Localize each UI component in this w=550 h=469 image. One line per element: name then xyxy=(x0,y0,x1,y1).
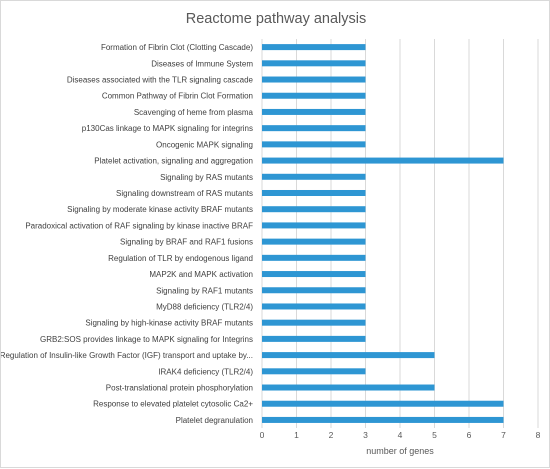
category-label: IRAK4 deficiency (TLR2/4) xyxy=(158,367,253,376)
bar xyxy=(262,173,366,180)
bar xyxy=(262,125,366,132)
x-tick-label: 3 xyxy=(363,430,368,440)
category-label: p130Cas linkage to MAPK signaling for in… xyxy=(82,124,253,133)
x-tick-labels: 0 1 2 3 4 5 6 7 8 xyxy=(260,430,541,440)
x-tick-label: 1 xyxy=(294,430,299,440)
bar xyxy=(262,319,366,326)
bar xyxy=(262,384,435,391)
x-tick-label: 8 xyxy=(536,430,541,440)
x-axis-title: number of genes xyxy=(366,446,434,456)
category-label: Response to elevated platelet cytosolic … xyxy=(93,400,253,409)
x-tick-label: 4 xyxy=(398,430,403,440)
bars xyxy=(262,44,504,423)
bar xyxy=(262,44,366,51)
bar xyxy=(262,60,366,67)
bar xyxy=(262,416,504,423)
category-label: GRB2:SOS provides linkage to MAPK signal… xyxy=(40,335,253,344)
bar xyxy=(262,303,366,310)
category-label: Signaling by high-kinase activity BRAF m… xyxy=(85,319,253,328)
category-label: MAP2K and MAPK activation xyxy=(149,270,253,279)
x-tick-label: 2 xyxy=(329,430,334,440)
category-label: Signaling by BRAF and RAF1 fusions xyxy=(120,238,253,247)
bar xyxy=(262,76,366,83)
bar xyxy=(262,400,504,407)
x-tick-label: 5 xyxy=(432,430,437,440)
x-tick-label: 0 xyxy=(260,430,265,440)
category-label: Oncogenic MAPK signaling xyxy=(156,140,253,149)
category-label: MyD88 deficiency (TLR2/4) xyxy=(156,302,253,311)
bar xyxy=(262,254,366,261)
category-label: Signaling downstream of RAS mutants xyxy=(116,189,253,198)
bar xyxy=(262,206,366,213)
category-label: Diseases associated with the TLR signali… xyxy=(67,76,254,85)
category-label: Signaling by RAF1 mutants xyxy=(156,286,253,295)
bar xyxy=(262,92,366,99)
gridlines xyxy=(261,39,539,428)
category-label: Scavenging of heme from plasma xyxy=(134,108,254,117)
x-tick-label: 7 xyxy=(501,430,506,440)
category-labels: Formation of Fibrin Clot (Clotting Casca… xyxy=(1,43,254,425)
category-label: Post-translational protein phosphorylati… xyxy=(106,384,253,393)
bar xyxy=(262,141,366,148)
category-label: Platelet degranulation xyxy=(176,416,253,425)
category-label: Regulation of TLR by endogenous ligand xyxy=(108,254,253,263)
bar xyxy=(262,271,366,278)
category-label: Regulation of Insulin-like Growth Factor… xyxy=(1,351,253,360)
category-label: Paradoxical activation of RAF signaling … xyxy=(25,221,253,230)
bar xyxy=(262,335,366,342)
bar xyxy=(262,157,504,164)
category-label: Diseases of Immune System xyxy=(151,59,253,68)
category-label: Signaling by moderate kinase activity BR… xyxy=(67,205,253,214)
chart-title: Reactome pathway analysis xyxy=(186,11,367,27)
category-label: Platelet activation, signaling and aggre… xyxy=(94,157,253,166)
bar xyxy=(262,352,435,359)
bar xyxy=(262,189,366,196)
bar xyxy=(262,222,366,229)
bar xyxy=(262,287,366,294)
x-tick-label: 6 xyxy=(467,430,472,440)
category-label: Signaling by RAS mutants xyxy=(160,173,253,182)
bar xyxy=(262,368,366,375)
category-label: Formation of Fibrin Clot (Clotting Casca… xyxy=(101,43,253,52)
bar xyxy=(262,108,366,115)
bar xyxy=(262,238,366,245)
category-label: Common Pathway of Fibrin Clot Formation xyxy=(102,92,253,101)
